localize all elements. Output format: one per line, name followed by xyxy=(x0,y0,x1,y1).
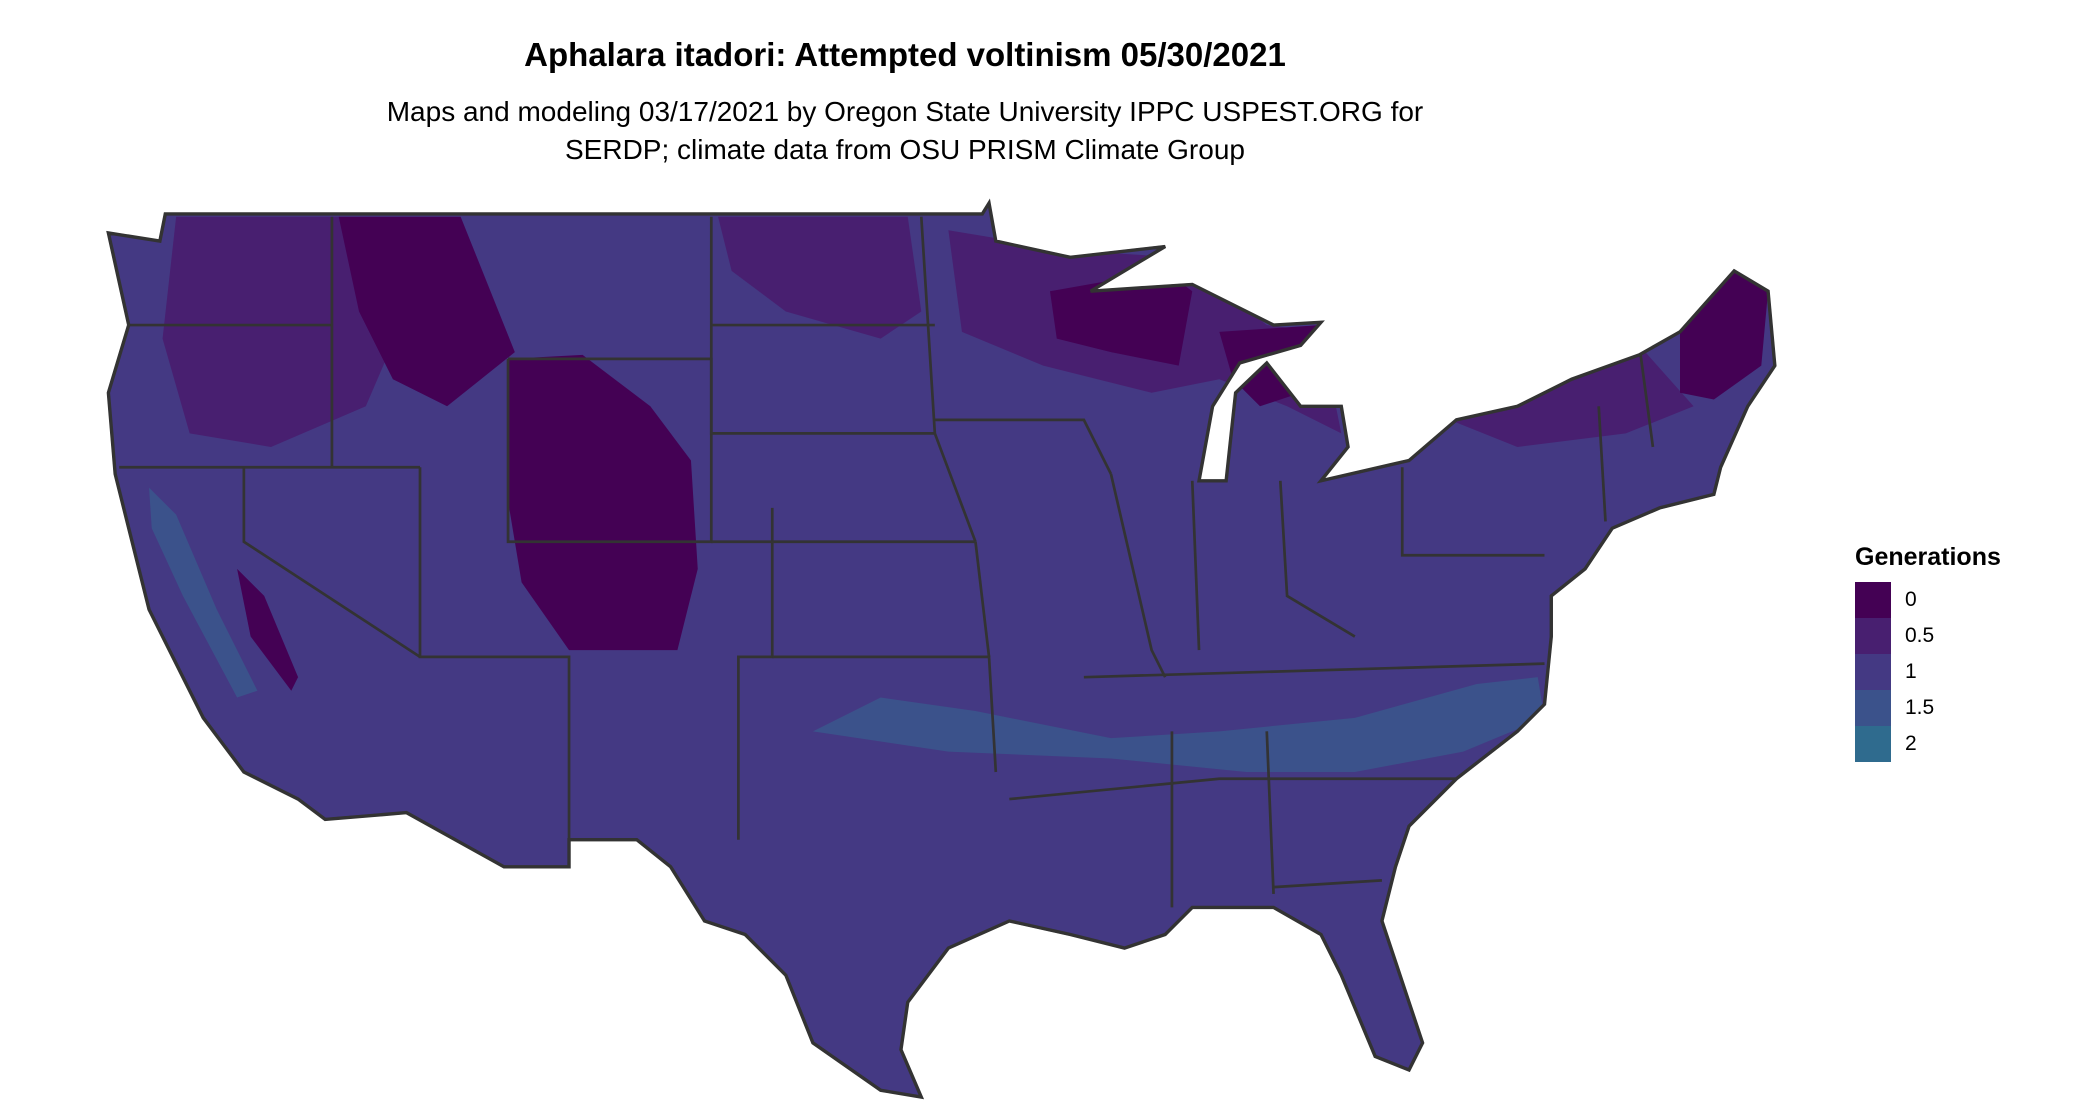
state-borders xyxy=(119,216,1655,908)
zone-low-northplains xyxy=(718,216,922,339)
legend-swatch xyxy=(1855,690,1891,726)
legend-swatch xyxy=(1855,618,1891,654)
us-border xyxy=(106,198,1777,1100)
zone-low-northeast xyxy=(1449,345,1694,447)
legend-swatch xyxy=(1855,654,1891,690)
legend-swatch xyxy=(1855,726,1891,762)
legend-label: 0.5 xyxy=(1905,624,1935,647)
map-title: Aphalara itadori: Attempted voltinism 05… xyxy=(524,36,1286,73)
legend-item: 0.5 xyxy=(1855,618,2001,654)
legend-label: 2 xyxy=(1905,732,1917,755)
legend-label: 0 xyxy=(1905,588,1917,611)
zone-high-california xyxy=(149,487,258,698)
legend-title: Generations xyxy=(1855,543,2001,571)
zone-zero-idaho-montana xyxy=(338,216,515,407)
legend-item: 1.5 xyxy=(1855,690,2001,726)
legend-label: 1 xyxy=(1905,660,1917,683)
legend-item: 1 xyxy=(1855,654,2001,690)
subtitle-line-1: Maps and modeling 03/17/2021 by Oregon S… xyxy=(386,96,1424,127)
subtitle-line-2: SERDP; climate data from OSU PRISM Clima… xyxy=(565,134,1245,165)
zone-zero-rockies xyxy=(508,354,698,651)
legend: Generations 0 0.5 1 1.5 2 xyxy=(1855,543,2001,762)
legend-swatch xyxy=(1855,582,1891,618)
zone-high-southeast-band xyxy=(812,677,1545,772)
map-subtitle: Maps and modeling 03/17/2021 by Oregon S… xyxy=(0,93,1810,169)
zone-low-northwest xyxy=(162,216,407,447)
legend-label: 1.5 xyxy=(1905,696,1935,719)
legend-item: 0 xyxy=(1855,582,2001,618)
zone-zero-sierra xyxy=(237,568,299,691)
zone-zero-greatlakes xyxy=(1050,270,1193,366)
zone-zero-maine xyxy=(1680,270,1769,400)
legend-item: 2 xyxy=(1855,726,2001,762)
